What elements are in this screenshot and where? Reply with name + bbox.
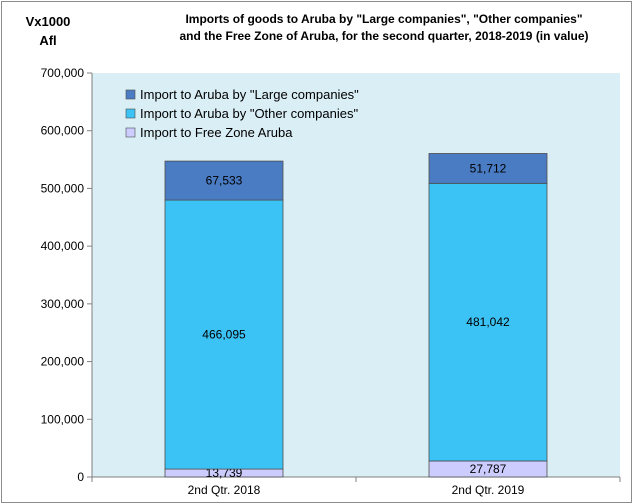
chart-title-line: and the Free Zone of Aruba, for the seco…: [180, 29, 589, 43]
x-category-label: 2nd Qtr. 2018: [188, 483, 261, 497]
bar-segment: [428, 153, 548, 184]
data-label: 466,095: [202, 328, 246, 342]
x-axis-categories: 2nd Qtr. 2018 2nd Qtr. 2019: [188, 483, 525, 497]
y-tick-label: 700,000: [41, 66, 85, 80]
legend-entry: Import to Aruba by "Large companies": [140, 87, 359, 102]
legend: Import to Aruba by "Large companies" Impo…: [125, 87, 359, 140]
y-axis-ticks: 0 100,000 200,000 300,000 400,000 500,000 600,…: [41, 66, 92, 484]
y-tick-label: 200,000: [41, 355, 85, 369]
legend-entry: Import to Aruba by "Other companies": [140, 106, 358, 121]
legend-swatch: [125, 127, 136, 138]
legend-entry: Import to Free Zone Aruba: [140, 125, 293, 140]
legend-swatch: [125, 89, 136, 100]
legend-swatch: [125, 108, 136, 119]
chart-title: Imports of goods to Aruba by "Large comp…: [180, 12, 589, 43]
y-axis-label: Vx1000 Afl: [26, 14, 71, 48]
y-tick-label: 600,000: [41, 124, 85, 138]
x-category-label: 2nd Qtr. 2019: [452, 483, 525, 497]
y-tick-label: 0: [77, 470, 84, 484]
data-label: 13,739: [206, 466, 243, 480]
y-tick-label: 100,000: [41, 412, 85, 426]
data-label: 481,042: [466, 315, 510, 329]
y-tick-label: 400,000: [41, 239, 85, 253]
data-label: 51,712: [470, 161, 507, 175]
y-tick-label: 300,000: [41, 297, 85, 311]
chart-title-line: Imports of goods to Aruba by "Large comp…: [185, 12, 582, 26]
bar-segment: [164, 160, 284, 201]
bars: 13,739 466,095 67,533 27,787 481,042 51,712: [164, 153, 548, 480]
y-axis-label-line: Vx1000: [26, 14, 71, 29]
data-label: 67,533: [206, 174, 243, 188]
bar-segment: [428, 182, 548, 462]
y-tick-label: 500,000: [41, 181, 85, 195]
data-label: 27,787: [470, 462, 507, 476]
y-axis-label-line: Afl: [39, 33, 56, 48]
bar-segment: [164, 199, 284, 470]
